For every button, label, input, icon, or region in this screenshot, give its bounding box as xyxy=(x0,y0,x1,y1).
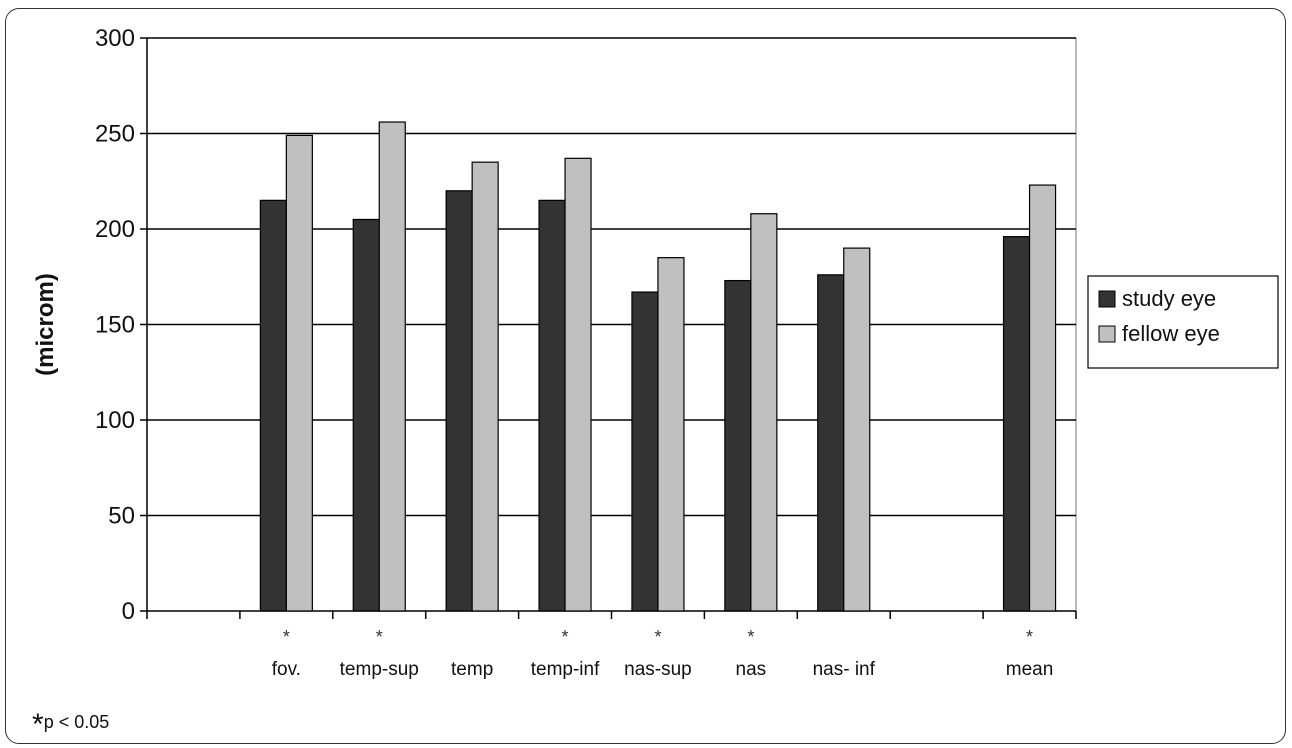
chart-frame xyxy=(5,8,1286,744)
bar-study-eye xyxy=(259,199,287,612)
y-tick-label: 250 xyxy=(95,121,135,148)
significance-marker: * xyxy=(376,627,383,647)
significance-marker: * xyxy=(747,627,754,647)
bar-fellow-eye xyxy=(1028,184,1057,612)
x-tick-label: temp xyxy=(451,659,493,680)
y-tick-label: 150 xyxy=(95,312,135,339)
footnote-star: * xyxy=(32,708,44,741)
bar-study-eye xyxy=(352,218,380,612)
bar-study-eye xyxy=(817,274,845,612)
significance-marker: * xyxy=(562,627,569,647)
bar-fellow-eye xyxy=(843,247,871,612)
bar-study-eye xyxy=(631,291,659,612)
x-tick-label: nas xyxy=(736,659,767,680)
significance-marker: * xyxy=(283,627,290,647)
legend-swatch xyxy=(1098,290,1116,308)
y-tick-label: 0 xyxy=(122,598,135,625)
legend-label: study eye xyxy=(1122,286,1216,311)
significance-marker: * xyxy=(654,627,661,647)
significance-marker: * xyxy=(1026,627,1033,647)
bar-fellow-eye xyxy=(378,121,406,612)
bar-fellow-eye xyxy=(750,213,778,612)
x-tick-label: temp-sup xyxy=(340,659,419,680)
y-tick-label: 50 xyxy=(108,503,135,530)
y-axis-label: (microm) xyxy=(32,273,59,376)
bar-fellow-eye xyxy=(285,134,313,612)
x-tick-label: nas- inf xyxy=(813,659,876,680)
x-tick-label: temp-inf xyxy=(531,659,600,680)
y-tick-label: 100 xyxy=(95,407,135,434)
x-tick-label: nas-sup xyxy=(624,659,692,680)
x-tick-label: fov. xyxy=(272,659,301,680)
legend-swatch xyxy=(1098,325,1116,343)
legend-label: fellow eye xyxy=(1122,321,1220,346)
bar-fellow-eye xyxy=(471,161,499,612)
x-tick-label: mean xyxy=(1006,659,1054,680)
bar-study-eye xyxy=(538,199,566,612)
footnote: *p < 0.05 xyxy=(32,702,110,741)
bar-study-eye xyxy=(724,279,752,612)
legend-box xyxy=(1087,275,1279,369)
bar-study-eye xyxy=(1002,236,1031,612)
bar-study-eye xyxy=(445,190,473,612)
bar-fellow-eye xyxy=(657,257,685,612)
footnote-text: p < 0.05 xyxy=(43,712,110,732)
y-tick-label: 200 xyxy=(95,216,135,243)
bar-fellow-eye xyxy=(564,157,592,612)
y-tick-label: 300 xyxy=(95,25,135,52)
